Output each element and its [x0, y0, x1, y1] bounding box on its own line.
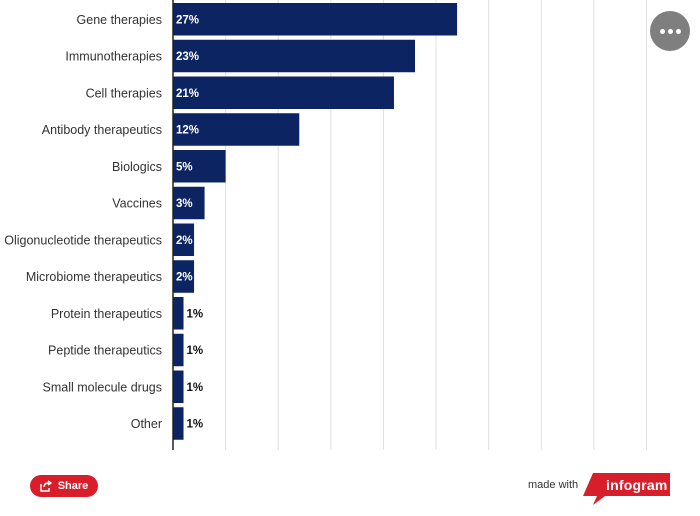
bar-chart: Gene therapies 27% Immunotherapies 23% Cell … [4, 0, 647, 450]
made-with-label: made with [528, 479, 579, 491]
share-label: Share [57, 480, 89, 492]
data-label: 1% [187, 419, 204, 431]
data-label: 23% [176, 51, 199, 63]
bar[interactable] [173, 223, 195, 257]
category-label: Immunotherapies [65, 50, 162, 64]
data-label: 2% [176, 272, 193, 284]
bar[interactable] [173, 150, 226, 183]
infogram-logo[interactable] [583, 473, 670, 505]
category-label: Small molecule drugs [43, 380, 163, 394]
data-label: 5% [176, 161, 193, 173]
data-label: 2% [176, 235, 193, 247]
data-label: 1% [187, 382, 204, 394]
bar[interactable] [173, 76, 394, 110]
bar[interactable] [173, 370, 184, 404]
category-label: Gene therapies [77, 13, 162, 27]
bar[interactable] [173, 333, 184, 367]
share-icon [40, 480, 52, 492]
category-label: Antibody therapeutics [42, 123, 162, 137]
data-label: 1% [187, 308, 204, 320]
bar[interactable] [173, 3, 458, 36]
bar[interactable] [173, 39, 416, 73]
category-label: Other [131, 417, 162, 431]
data-label: 27% [176, 14, 199, 26]
category-label: Vaccines [112, 197, 162, 211]
data-label: 1% [187, 345, 204, 357]
more-horizontal-icon [667, 28, 673, 34]
more-horizontal-icon [659, 28, 665, 34]
category-label: Cell therapies [86, 86, 162, 100]
data-label: 21% [176, 88, 199, 100]
more-horizontal-icon [675, 28, 681, 34]
data-label: 3% [176, 198, 193, 210]
more-options-button[interactable] [650, 11, 690, 51]
share-button[interactable]: Share [30, 475, 98, 497]
category-label: Biologics [112, 160, 162, 174]
bar[interactable] [173, 113, 300, 146]
category-label: Microbiome therapeutics [26, 270, 162, 284]
bar[interactable] [173, 260, 195, 293]
category-label: Oligonucleotide therapeutics [4, 233, 162, 247]
bar[interactable] [173, 186, 205, 220]
brand-label: infogram [606, 477, 668, 493]
category-label: Protein therapeutics [51, 307, 162, 321]
category-label: Peptide therapeutics [48, 344, 162, 358]
bar[interactable] [173, 407, 184, 440]
bar[interactable] [173, 297, 184, 330]
data-label: 12% [176, 125, 199, 137]
